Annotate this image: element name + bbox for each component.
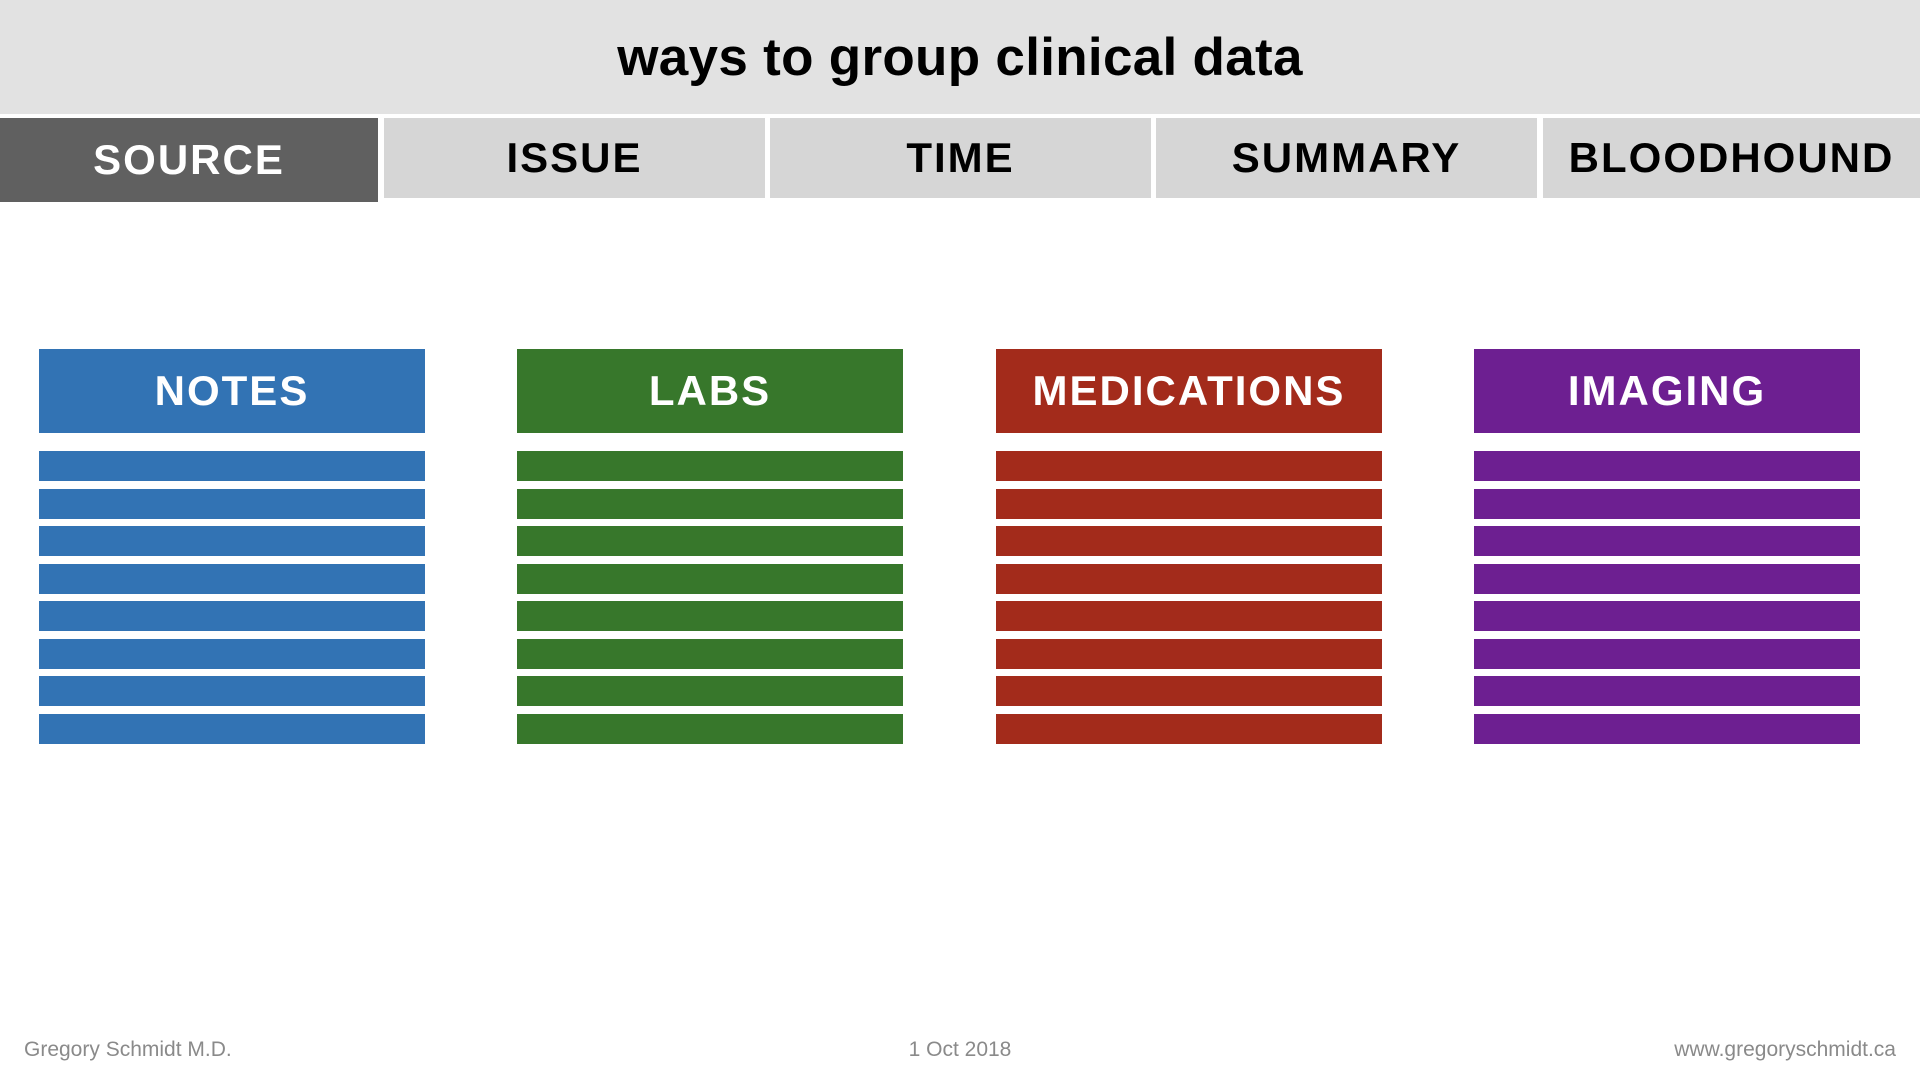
tab-issue[interactable]: ISSUE (384, 118, 765, 198)
imaging-column: IMAGING (1474, 349, 1860, 751)
medications-column: MEDICATIONS (996, 349, 1382, 751)
list-row (996, 526, 1382, 556)
list-row (39, 526, 425, 556)
list-row (517, 713, 903, 744)
list-row (1474, 526, 1860, 556)
notes-header: NOTES (39, 349, 425, 433)
list-row (996, 676, 1382, 706)
list-row (39, 488, 425, 519)
list-row (1474, 676, 1860, 706)
footer-date: 1 Oct 2018 (908, 1038, 1012, 1061)
list-row (1474, 488, 1860, 519)
notes-rows (39, 451, 425, 744)
list-row (39, 563, 425, 594)
tab-bloodhound[interactable]: BLOODHOUND (1543, 118, 1920, 198)
list-row (517, 488, 903, 519)
labs-rows (517, 451, 903, 744)
list-row (39, 601, 425, 631)
medications-header: MEDICATIONS (996, 349, 1382, 433)
list-row (996, 638, 1382, 669)
list-row (996, 601, 1382, 631)
list-row (517, 638, 903, 669)
list-row (1474, 638, 1860, 669)
page-title: ways to group clinical data (617, 27, 1303, 87)
list-row (517, 451, 903, 481)
list-row (996, 451, 1382, 481)
list-row (1474, 713, 1860, 744)
imaging-rows (1474, 451, 1860, 744)
list-row (517, 563, 903, 594)
footer-website: www.gregoryschmidt.ca (1674, 1038, 1896, 1061)
labs-header: LABS (517, 349, 903, 433)
list-row (996, 488, 1382, 519)
medications-rows (996, 451, 1382, 744)
tab-source[interactable]: SOURCE (0, 118, 378, 202)
tab-bar: SOURCE ISSUE TIME SUMMARY BLOODHOUND (0, 118, 1920, 202)
labs-column: LABS (517, 349, 903, 751)
list-row (1474, 563, 1860, 594)
list-row (517, 676, 903, 706)
list-row (517, 601, 903, 631)
title-bar: ways to group clinical data (0, 0, 1920, 114)
list-row (996, 563, 1382, 594)
list-row (517, 526, 903, 556)
notes-column: NOTES (39, 349, 425, 751)
list-row (39, 451, 425, 481)
list-row (39, 713, 425, 744)
list-row (996, 713, 1382, 744)
tab-summary[interactable]: SUMMARY (1156, 118, 1537, 198)
footer-author: Gregory Schmidt M.D. (24, 1038, 232, 1061)
tab-time[interactable]: TIME (770, 118, 1151, 198)
imaging-header: IMAGING (1474, 349, 1860, 433)
list-row (1474, 601, 1860, 631)
list-row (1474, 451, 1860, 481)
list-row (39, 638, 425, 669)
list-row (39, 676, 425, 706)
